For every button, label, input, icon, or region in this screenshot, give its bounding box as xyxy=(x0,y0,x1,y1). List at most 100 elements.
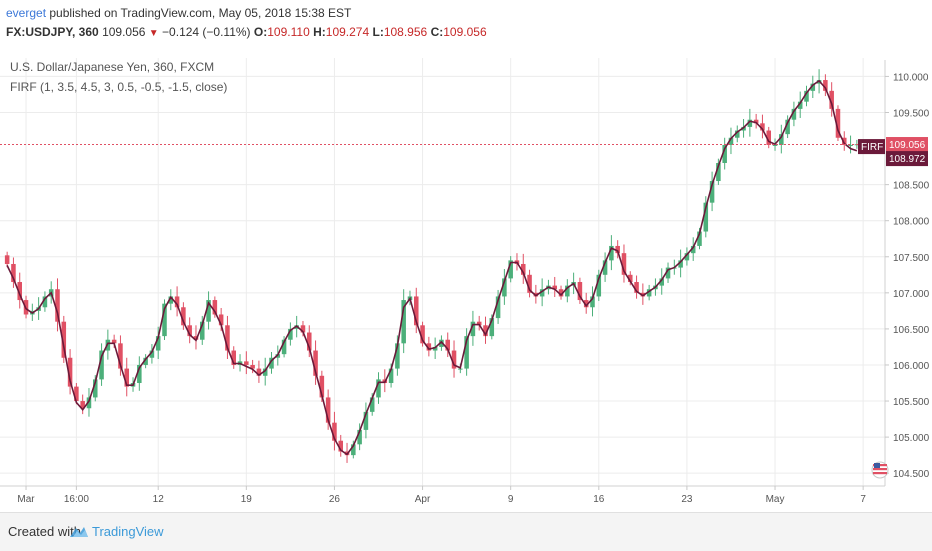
y-tick-label: 106.500 xyxy=(893,325,930,336)
candle-body xyxy=(678,260,683,268)
y-tick-label: 105.500 xyxy=(893,397,930,408)
symbol-label: FX:USDJPY, 360 xyxy=(6,25,99,39)
candle-body xyxy=(162,303,167,337)
x-tick-label: 16:00 xyxy=(64,494,89,505)
candle-body xyxy=(760,123,765,131)
x-tick-label: May xyxy=(766,494,785,505)
candle-body xyxy=(470,321,476,337)
indicator-legend: FIRF (1, 3.5, 4.5, 3, 0.5, -0.5, -1.5, c… xyxy=(10,80,227,94)
candle-body xyxy=(747,119,753,127)
candle-body xyxy=(659,278,665,286)
candle-body xyxy=(155,336,161,351)
candle-body xyxy=(55,289,60,322)
candle-body xyxy=(250,364,255,369)
y-tick-label: 110.000 xyxy=(893,72,929,83)
candle-body xyxy=(709,181,715,203)
candle-body xyxy=(464,336,469,369)
candle-body xyxy=(829,90,834,109)
candle-body xyxy=(199,321,205,340)
candle-body xyxy=(306,332,312,351)
candle-body xyxy=(256,368,262,376)
publish-text: published on TradingView.com, May 05, 20… xyxy=(49,6,352,20)
candle-body xyxy=(483,325,488,337)
last-value: 109.056 xyxy=(102,25,146,39)
candle-body xyxy=(640,292,646,297)
candle-body xyxy=(4,255,10,264)
candle-body xyxy=(212,300,218,315)
candle-body xyxy=(61,321,67,358)
candle-body xyxy=(17,282,23,301)
tradingview-logo-icon[interactable] xyxy=(69,523,89,539)
x-tick-label: 23 xyxy=(681,494,693,505)
candle-body xyxy=(351,444,356,456)
candle-body xyxy=(565,285,570,297)
open-label: O: xyxy=(253,25,268,39)
candle-body xyxy=(124,368,130,387)
candle-body xyxy=(615,245,620,254)
candle-body xyxy=(690,245,696,254)
candle-body xyxy=(716,162,721,182)
candle-body xyxy=(137,364,142,384)
price-chart[interactable]: 110.000 109.500 108.500 108.000 107.500 107.0… xyxy=(0,0,932,512)
candle-body xyxy=(420,325,425,344)
tradingview-link[interactable]: TradingView xyxy=(92,524,164,539)
x-tick-label: 16 xyxy=(593,494,605,505)
candle-body xyxy=(181,307,186,326)
candle-body xyxy=(74,386,79,402)
candle-body xyxy=(388,368,394,384)
candle-body xyxy=(665,267,671,279)
candle-body xyxy=(319,375,325,398)
candle-body xyxy=(395,343,400,369)
candle-body xyxy=(111,339,117,344)
author-link[interactable]: everget xyxy=(6,6,47,20)
high-value: 109.274 xyxy=(325,25,370,39)
candle-body xyxy=(143,357,148,365)
candle-body xyxy=(797,101,803,109)
y-tick-label: 107.500 xyxy=(893,253,930,264)
candle-body xyxy=(376,379,381,398)
flag-icon[interactable] xyxy=(871,461,889,479)
candle-body xyxy=(520,263,526,275)
open-value: 109.110 xyxy=(267,25,310,39)
candle-body xyxy=(439,339,444,347)
symbol-info: FX:USDJPY, 360 109.056 ▼ −0.124 (−0.11%)… xyxy=(6,25,487,39)
candle-body xyxy=(804,90,809,102)
y-tick-label: 105.000 xyxy=(893,433,930,444)
candle-body xyxy=(753,119,759,124)
candle-body xyxy=(332,422,337,441)
candle-body xyxy=(722,144,727,163)
indicator-name-badge xyxy=(858,139,885,155)
candle-body xyxy=(426,343,432,351)
indicator-value-badge xyxy=(886,151,928,167)
candle-body xyxy=(118,343,123,369)
candle-body xyxy=(413,296,419,326)
candle-body xyxy=(602,260,608,275)
high-label: H: xyxy=(313,25,326,39)
candle-body xyxy=(262,368,268,376)
candle-body xyxy=(734,130,740,138)
candle-body xyxy=(288,328,293,340)
candle-body xyxy=(728,137,734,145)
candle-body xyxy=(627,274,633,283)
chart-title: U.S. Dollar/Japanese Yen, 360, FXCM xyxy=(10,60,214,74)
candle-body xyxy=(281,339,287,355)
price-axis: 110.000 109.500 108.500 108.000 107.500 107.0… xyxy=(885,72,930,480)
candle-body xyxy=(489,318,495,337)
last-price-tag: 109.056 xyxy=(886,137,928,153)
y-tick-label: 108.000 xyxy=(893,217,930,228)
candle-body xyxy=(766,130,772,145)
candle-body xyxy=(646,289,652,297)
candle-body xyxy=(401,300,406,344)
candle-body xyxy=(848,144,853,146)
candle-body xyxy=(590,296,595,308)
candle-body xyxy=(785,119,790,135)
candle-body xyxy=(67,357,73,387)
candle-body xyxy=(508,260,513,279)
candle-body xyxy=(193,336,199,340)
y-tick-label: 109.500 xyxy=(893,108,930,119)
candle-body xyxy=(621,253,627,275)
candle-body xyxy=(300,325,306,333)
down-triangle-icon: ▼ xyxy=(148,28,159,39)
candle-body xyxy=(772,144,778,146)
x-tick-label: 9 xyxy=(508,494,514,505)
